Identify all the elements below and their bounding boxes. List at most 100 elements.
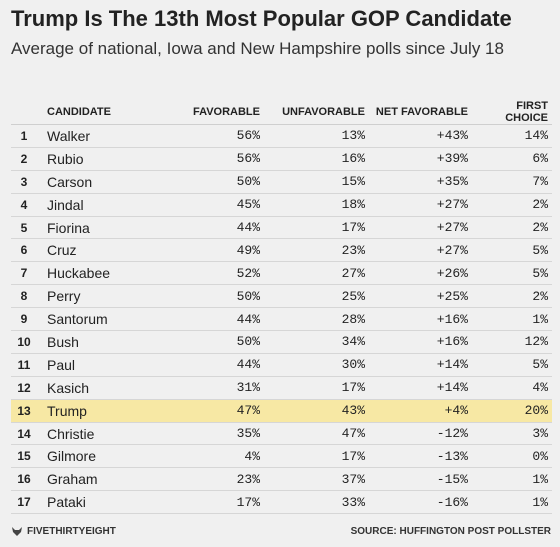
- row-candidate: Huckabee: [37, 261, 167, 286]
- row-net-favorable: -16%: [369, 490, 472, 515]
- table-row: 7 Huckabee 52% 27% +26% 5%: [11, 261, 552, 286]
- table-row: 17 Pataki 17% 33% -16% 1%: [11, 490, 552, 515]
- row-favorable: 31%: [167, 376, 264, 400]
- row-unfavorable: 34%: [264, 330, 369, 354]
- row-candidate: Bush: [37, 330, 167, 354]
- row-rank: 16: [11, 467, 37, 492]
- row-unfavorable: 25%: [264, 284, 369, 309]
- row-favorable: 44%: [167, 307, 264, 332]
- row-first-choice: 0%: [472, 444, 552, 469]
- row-rank: 10: [11, 330, 37, 354]
- row-rank: 17: [11, 490, 37, 515]
- row-rank: 3: [11, 170, 37, 194]
- row-unfavorable: 27%: [264, 261, 369, 286]
- row-rank: 6: [11, 238, 37, 263]
- row-unfavorable: 17%: [264, 444, 369, 469]
- table-row: 4 Jindal 45% 18% +27% 2%: [11, 193, 552, 217]
- row-net-favorable: +26%: [369, 261, 472, 286]
- row-rank: 9: [11, 307, 37, 332]
- header-favorable: FAVORABLE: [167, 100, 264, 125]
- row-net-favorable: +16%: [369, 330, 472, 354]
- table-row: 9 Santorum 44% 28% +16% 1%: [11, 307, 552, 332]
- row-net-favorable: +39%: [369, 147, 472, 171]
- row-unfavorable: 47%: [264, 422, 369, 446]
- chart-subtitle: Average of national, Iowa and New Hampsh…: [11, 39, 504, 58]
- row-unfavorable: 33%: [264, 490, 369, 515]
- row-candidate: Fiorina: [37, 216, 167, 240]
- row-candidate: Gilmore: [37, 444, 167, 469]
- row-favorable: 45%: [167, 193, 264, 217]
- row-first-choice: 3%: [472, 422, 552, 446]
- row-net-favorable: -12%: [369, 422, 472, 446]
- table-row: 12 Kasich 31% 17% +14% 4%: [11, 376, 552, 400]
- table-row: 8 Perry 50% 25% +25% 2%: [11, 284, 552, 309]
- row-net-favorable: +25%: [369, 284, 472, 309]
- row-favorable: 44%: [167, 353, 264, 377]
- brand-footer: FIVETHIRTYEIGHT: [11, 526, 116, 537]
- row-candidate: Cruz: [37, 238, 167, 263]
- row-first-choice: 5%: [472, 353, 552, 377]
- row-favorable: 4%: [167, 444, 264, 469]
- row-candidate: Perry: [37, 284, 167, 309]
- row-first-choice: 2%: [472, 193, 552, 217]
- row-unfavorable: 30%: [264, 353, 369, 377]
- table-header-row: CANDIDATE FAVORABLE UNFAVORABLE NET FAVO…: [11, 100, 552, 125]
- row-candidate: Graham: [37, 467, 167, 492]
- row-favorable: 47%: [167, 399, 264, 423]
- table-body: 1 Walker 56% 13% +43% 14% 2 Rubio 56% 16% +39% 6% 3 C…: [11, 124, 552, 515]
- table-row: 2 Rubio 56% 16% +39% 6%: [11, 147, 552, 171]
- row-favorable: 35%: [167, 422, 264, 446]
- row-rank: 5: [11, 216, 37, 240]
- row-candidate: Trump: [37, 399, 167, 423]
- row-rank: 2: [11, 147, 37, 171]
- header-net-favorable: NET FAVORABLE: [369, 100, 472, 125]
- table-row: 14 Christie 35% 47% -12% 3%: [11, 422, 552, 446]
- table-row: 3 Carson 50% 15% +35% 7%: [11, 170, 552, 194]
- row-net-favorable: +4%: [369, 399, 472, 423]
- row-first-choice: 1%: [472, 307, 552, 332]
- row-rank: 14: [11, 422, 37, 446]
- row-rank: 12: [11, 376, 37, 400]
- row-unfavorable: 13%: [264, 124, 369, 148]
- table-row: 13 Trump 47% 43% +4% 20%: [11, 399, 552, 423]
- row-rank: 13: [11, 399, 37, 423]
- table-row: 6 Cruz 49% 23% +27% 5%: [11, 238, 552, 263]
- row-net-favorable: -15%: [369, 467, 472, 492]
- row-rank: 11: [11, 353, 37, 377]
- fivethirtyeight-fox-icon: [11, 526, 23, 537]
- row-unfavorable: 43%: [264, 399, 369, 423]
- row-rank: 1: [11, 124, 37, 148]
- row-candidate: Paul: [37, 353, 167, 377]
- row-candidate: Kasich: [37, 376, 167, 400]
- table-row: 11 Paul 44% 30% +14% 5%: [11, 353, 552, 377]
- row-favorable: 56%: [167, 124, 264, 148]
- chart-title: Trump Is The 13th Most Popular GOP Candi…: [11, 6, 512, 31]
- row-favorable: 50%: [167, 284, 264, 309]
- row-unfavorable: 23%: [264, 238, 369, 263]
- row-candidate: Jindal: [37, 193, 167, 217]
- row-favorable: 49%: [167, 238, 264, 263]
- row-net-favorable: +27%: [369, 238, 472, 263]
- row-favorable: 50%: [167, 170, 264, 194]
- row-net-favorable: +35%: [369, 170, 472, 194]
- row-first-choice: 2%: [472, 216, 552, 240]
- row-net-favorable: +14%: [369, 353, 472, 377]
- header-unfavorable: UNFAVORABLE: [264, 100, 369, 125]
- row-first-choice: 5%: [472, 261, 552, 286]
- row-first-choice: 2%: [472, 284, 552, 309]
- row-unfavorable: 17%: [264, 376, 369, 400]
- row-first-choice: 7%: [472, 170, 552, 194]
- row-first-choice: 1%: [472, 467, 552, 492]
- candidate-table: CANDIDATE FAVORABLE UNFAVORABLE NET FAVO…: [11, 100, 552, 515]
- row-unfavorable: 28%: [264, 307, 369, 332]
- source-note: SOURCE: HUFFINGTON POST POLLSTER: [350, 526, 551, 537]
- header-rank: [11, 100, 37, 125]
- row-first-choice: 12%: [472, 330, 552, 354]
- row-rank: 7: [11, 261, 37, 286]
- row-unfavorable: 37%: [264, 467, 369, 492]
- row-first-choice: 6%: [472, 147, 552, 171]
- row-net-favorable: -13%: [369, 444, 472, 469]
- row-candidate: Pataki: [37, 490, 167, 515]
- row-first-choice: 4%: [472, 376, 552, 400]
- table-row: 16 Graham 23% 37% -15% 1%: [11, 467, 552, 492]
